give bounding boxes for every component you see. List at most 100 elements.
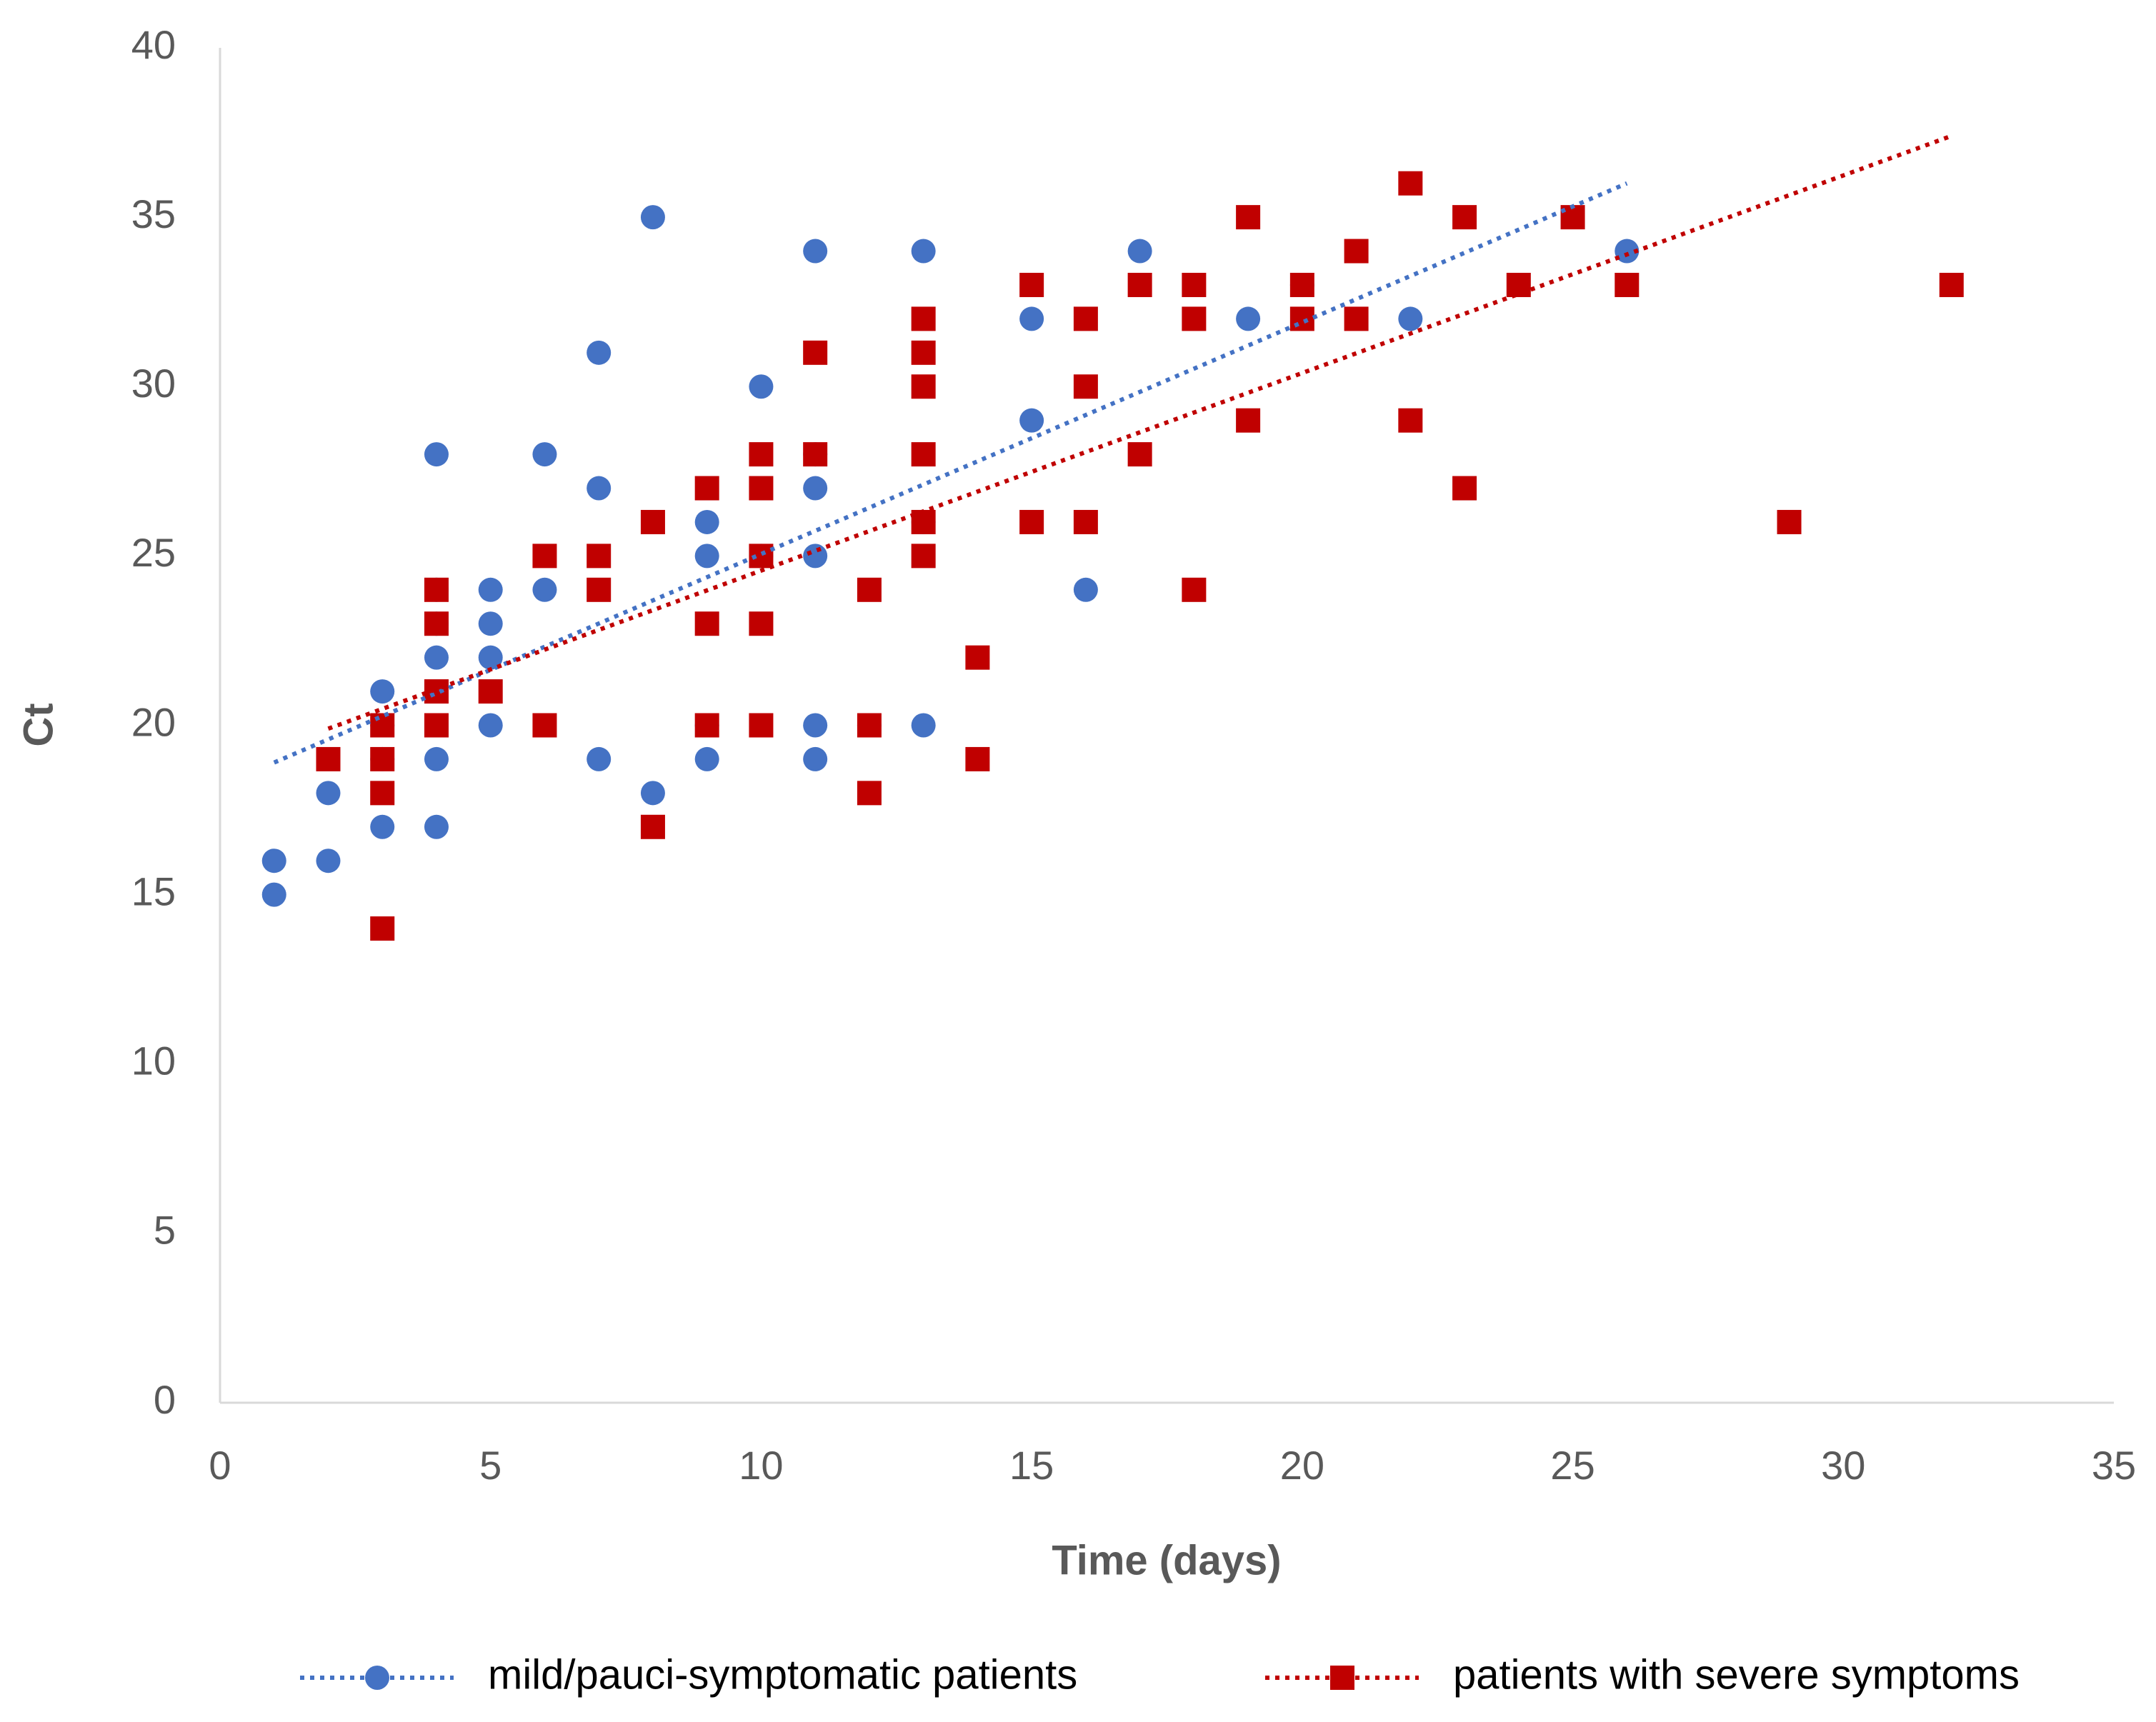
point [424,645,449,670]
point [532,713,557,738]
point [749,374,774,399]
point [911,306,936,331]
x-tick-label: 15 [1009,1443,1054,1488]
legend-text: mild/pauci-symptomatic patients [488,1651,1077,1698]
point [1019,509,1044,534]
point [1344,306,1369,331]
point [749,611,774,636]
point [803,442,828,467]
point [1398,408,1423,433]
point [587,577,612,602]
point [803,239,828,264]
legend-text: patients with severe symptoms [1453,1651,2020,1698]
point [1398,306,1423,331]
y-tick-label: 30 [131,361,176,406]
point [1236,205,1261,230]
point [261,849,286,873]
point [965,746,990,771]
y-tick-label: 40 [131,22,176,67]
point [478,645,503,670]
legend-marker [365,1666,389,1690]
x-axis-title: Time (days) [1052,1537,1281,1583]
point [1289,272,1314,297]
point [370,713,395,738]
point [1127,442,1152,467]
point [1452,205,1477,230]
point [370,814,395,839]
point [1182,272,1207,297]
point [532,577,557,602]
point [261,882,286,907]
point [1073,374,1098,399]
point [911,509,936,534]
point [1236,408,1261,433]
point [694,509,719,534]
point [316,849,341,873]
point [424,611,449,636]
point [640,205,665,230]
point [1289,306,1314,331]
point [911,544,936,569]
point [478,611,503,636]
point [911,442,936,467]
point [1073,306,1098,331]
point [1073,577,1098,602]
point [803,713,828,738]
point [694,544,719,569]
point [424,577,449,602]
point [1777,509,1802,534]
point [911,374,936,399]
x-tick-label: 35 [2092,1443,2136,1488]
x-tick-label: 25 [1550,1443,1594,1488]
point [640,814,665,839]
point [1127,239,1152,264]
point [1019,306,1044,331]
point [911,713,936,738]
x-tick-label: 20 [1280,1443,1324,1488]
x-tick-label: 10 [739,1443,783,1488]
point [532,544,557,569]
point [1073,509,1098,534]
point [587,340,612,365]
point [424,746,449,771]
point [1398,171,1423,196]
y-tick-label: 20 [131,699,176,744]
point [640,781,665,806]
point [478,679,503,704]
point [424,442,449,467]
point [1019,408,1044,433]
point [857,781,882,806]
point [640,509,665,534]
point [857,713,882,738]
point [749,713,774,738]
point [587,544,612,569]
legend-marker [1330,1666,1354,1690]
point [424,713,449,738]
point [478,577,503,602]
x-tick-label: 0 [209,1443,231,1488]
point [587,746,612,771]
point [316,781,341,806]
x-tick-label: 5 [479,1443,501,1488]
point [424,679,449,704]
trendline [327,134,1952,731]
point [370,679,395,704]
y-tick-label: 35 [131,191,176,236]
point [370,781,395,806]
point [1614,272,1640,297]
point [694,746,719,771]
point [1452,476,1477,501]
point [587,476,612,501]
point [1127,272,1152,297]
point [424,814,449,839]
point [749,442,774,467]
y-tick-label: 10 [131,1038,176,1083]
point [316,746,341,771]
point [1182,306,1207,331]
point [1614,239,1640,264]
x-tick-label: 30 [1821,1443,1865,1488]
point [1019,272,1044,297]
y-tick-label: 25 [131,530,176,575]
point [911,239,936,264]
